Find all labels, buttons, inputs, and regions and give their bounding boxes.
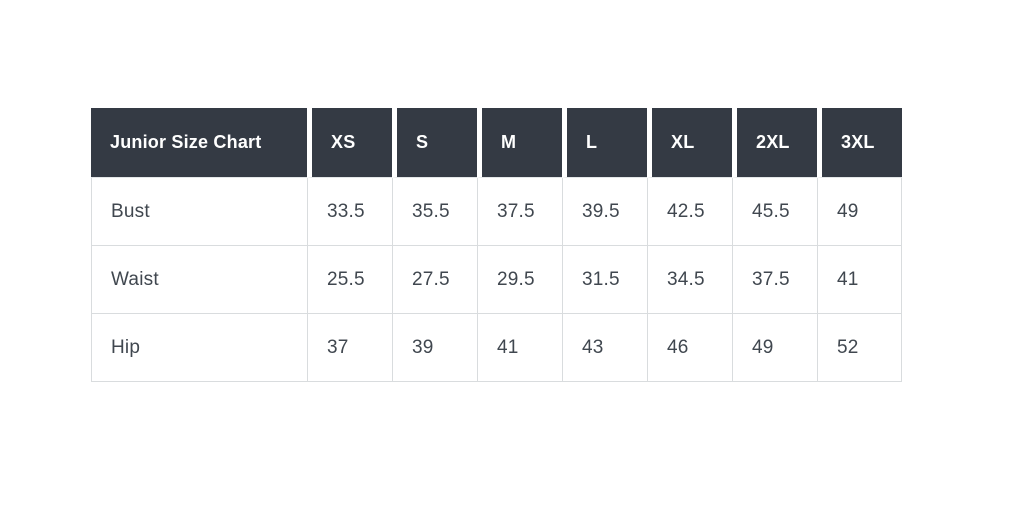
- size-chart-container: Junior Size Chart XS S M L XL 2XL 3XL Bu…: [91, 108, 902, 382]
- cell-waist-xl: 34.5: [647, 246, 732, 314]
- cell-bust-2xl: 45.5: [732, 178, 817, 246]
- header-cell-2xl: 2XL: [732, 108, 817, 178]
- header-cell-xl: XL: [647, 108, 732, 178]
- cell-bust-m: 37.5: [477, 178, 562, 246]
- cell-bust-s: 35.5: [392, 178, 477, 246]
- cell-waist-l: 31.5: [562, 246, 647, 314]
- table-row-bust: Bust 33.5 35.5 37.5 39.5 42.5 45.5 49: [91, 178, 902, 246]
- header-row: Junior Size Chart XS S M L XL 2XL 3XL: [91, 108, 902, 178]
- cell-hip-l: 43: [562, 314, 647, 382]
- cell-hip-xs: 37: [307, 314, 392, 382]
- header-cell-xs: XS: [307, 108, 392, 178]
- cell-waist-2xl: 37.5: [732, 246, 817, 314]
- cell-hip-2xl: 49: [732, 314, 817, 382]
- cell-waist-s: 27.5: [392, 246, 477, 314]
- cell-waist-m: 29.5: [477, 246, 562, 314]
- cell-bust-xs: 33.5: [307, 178, 392, 246]
- table-row-waist: Waist 25.5 27.5 29.5 31.5 34.5 37.5 41: [91, 246, 902, 314]
- cell-hip-s: 39: [392, 314, 477, 382]
- table-title-cell: Junior Size Chart: [91, 108, 307, 178]
- cell-hip-xl: 46: [647, 314, 732, 382]
- cell-bust-3xl: 49: [817, 178, 902, 246]
- cell-bust-l: 39.5: [562, 178, 647, 246]
- header-cell-s: S: [392, 108, 477, 178]
- junior-size-chart-table: Junior Size Chart XS S M L XL 2XL 3XL Bu…: [91, 108, 902, 382]
- header-cell-m: M: [477, 108, 562, 178]
- cell-waist-3xl: 41: [817, 246, 902, 314]
- row-label-hip: Hip: [91, 314, 307, 382]
- cell-hip-3xl: 52: [817, 314, 902, 382]
- header-cell-3xl: 3XL: [817, 108, 902, 178]
- row-label-waist: Waist: [91, 246, 307, 314]
- row-label-bust: Bust: [91, 178, 307, 246]
- cell-waist-xs: 25.5: [307, 246, 392, 314]
- cell-bust-xl: 42.5: [647, 178, 732, 246]
- cell-hip-m: 41: [477, 314, 562, 382]
- header-cell-l: L: [562, 108, 647, 178]
- table-row-hip: Hip 37 39 41 43 46 49 52: [91, 314, 902, 382]
